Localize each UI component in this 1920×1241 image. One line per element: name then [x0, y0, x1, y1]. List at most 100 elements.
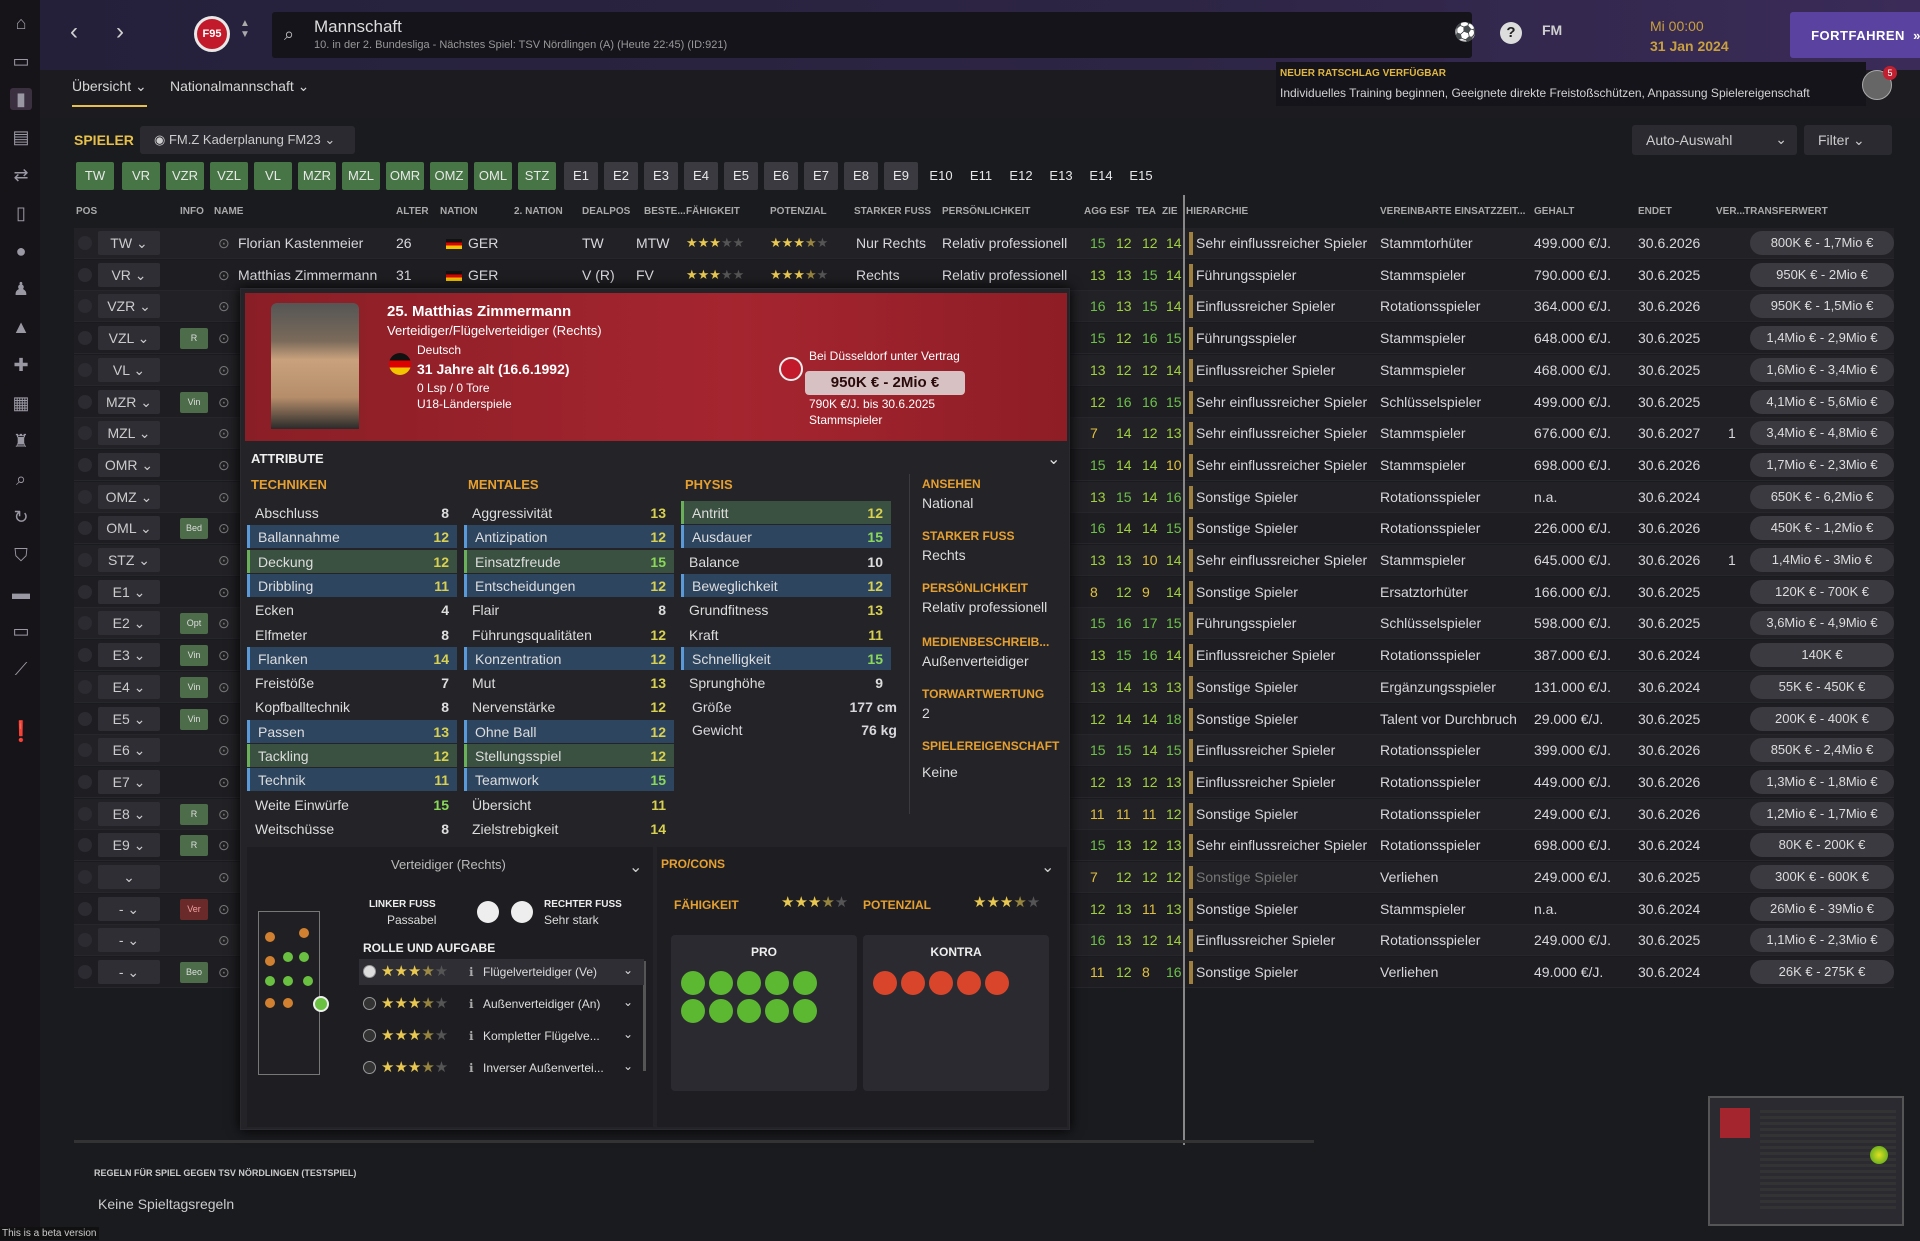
column-header[interactable]: DEALPOS — [582, 206, 631, 217]
row-position-select[interactable]: OMZ ⌄ — [98, 484, 160, 509]
club-switch-icon[interactable]: ▲ ▼ — [240, 18, 250, 40]
attribute-row[interactable]: Schnelligkeit 15 — [681, 646, 891, 670]
column-header[interactable]: VEREINBARTE EINSATZZEIT... — [1380, 206, 1526, 217]
row-position-select[interactable]: E5 ⌄ — [98, 706, 160, 731]
row-select-icon[interactable] — [78, 457, 92, 472]
column-header[interactable]: ZIE — [1162, 206, 1178, 217]
position-tab[interactable]: E4 — [684, 162, 718, 190]
attribute-row[interactable]: Flanken 14 — [247, 646, 457, 670]
continue-button[interactable]: FORTFAHREN » — [1790, 12, 1920, 58]
column-resize-line[interactable] — [1183, 195, 1185, 1145]
contra-flag-icon[interactable] — [929, 971, 953, 995]
column-header[interactable]: 2. NATION — [514, 206, 563, 217]
attribute-row[interactable]: Elfmeter 8 — [247, 623, 457, 646]
row-select-icon[interactable] — [78, 965, 92, 980]
column-header[interactable]: FÄHIGKEIT — [686, 206, 740, 217]
row-position-select[interactable]: VR ⌄ — [98, 262, 160, 287]
position-tab[interactable]: E1 — [564, 162, 598, 190]
transfer-icon[interactable]: ⇄ — [13, 164, 29, 185]
row-select-icon[interactable] — [78, 584, 92, 599]
column-header[interactable]: VER... — [1716, 206, 1745, 217]
player-name-cell[interactable]: Florian Kastenmeier — [238, 235, 364, 251]
contra-scissors-icon[interactable] — [957, 971, 981, 995]
attribute-row[interactable]: Technik 11 — [247, 768, 457, 792]
column-header[interactable]: ENDET — [1638, 206, 1672, 217]
row-select-icon[interactable] — [78, 870, 92, 884]
row-position-select[interactable]: OMR ⌄ — [98, 452, 160, 477]
attribute-row[interactable]: Antizipation 12 — [464, 525, 674, 549]
help-icon[interactable]: ? — [1500, 22, 1522, 44]
role-chevron-icon[interactable]: ⌄ — [623, 995, 634, 1009]
position-tab[interactable]: E12 — [1009, 168, 1033, 183]
radio-icon[interactable] — [363, 1061, 376, 1074]
search-icon[interactable]: ⌕ — [284, 24, 295, 44]
column-header[interactable]: HIERARCHIE — [1186, 206, 1249, 217]
position-tab[interactable]: VL — [254, 162, 292, 190]
table-row[interactable]: TW ⌄ ⊙ Florian Kastenmeier 26 GER TW MTW ★★★★★ ★… — [74, 228, 1894, 259]
dev-icon[interactable]: ⟋ — [14, 658, 28, 679]
ball-icon[interactable]: ● — [15, 240, 27, 261]
row-position-select[interactable]: MZL ⌄ — [98, 421, 160, 446]
pro-book-icon[interactable] — [737, 999, 761, 1023]
alert-icon[interactable]: ❗ — [8, 720, 34, 743]
row-position-select[interactable]: OML ⌄ — [98, 516, 160, 541]
info-icon[interactable]: ℹ — [469, 965, 474, 979]
row-select-icon[interactable] — [78, 711, 92, 726]
position-tab[interactable]: E8 — [844, 162, 878, 190]
position-tab[interactable]: OMR — [386, 162, 424, 190]
attribute-row[interactable]: Mut 13 — [464, 671, 674, 694]
position-tab[interactable]: OMZ — [430, 162, 468, 190]
row-position-select[interactable]: E3 ⌄ — [98, 643, 160, 668]
row-position-select[interactable]: E8 ⌄ — [98, 801, 160, 826]
row-select-icon[interactable] — [78, 806, 92, 821]
column-header[interactable]: TRANSFERWERT — [1744, 206, 1828, 217]
pro-boot-icon[interactable] — [765, 971, 789, 995]
attribute-row[interactable]: Tackling 12 — [247, 744, 457, 767]
column-header[interactable]: POTENZIAL — [770, 206, 827, 217]
column-header[interactable]: BESTE... — [644, 206, 686, 217]
pro-tactic-icon[interactable] — [765, 999, 789, 1023]
pro-ball-icon[interactable] — [681, 999, 705, 1023]
table-row[interactable]: VR ⌄ ⊙ Matthias Zimmermann 31 GER V (R) FV ★★★★… — [74, 259, 1894, 291]
role-chevron-icon[interactable]: ⌄ — [623, 1059, 634, 1073]
role-option[interactable]: ★★★★★ ℹ Außenverteidiger (An) ⌄ — [359, 991, 644, 1017]
position-tab[interactable]: E9 — [884, 162, 918, 190]
calendar-icon[interactable]: ▦ — [12, 392, 30, 413]
pro-head-icon[interactable] — [793, 999, 817, 1023]
home-icon[interactable]: ⌂ — [15, 12, 27, 33]
attribute-row[interactable]: Flair 8 — [464, 598, 674, 621]
role-option[interactable]: ★★★★★ ℹ Inverser Außenvertei... ⌄ — [359, 1055, 644, 1081]
position-tab[interactable]: VZL — [210, 162, 248, 190]
attribute-row[interactable]: Aggressivität 13 — [464, 501, 674, 524]
position-tab[interactable]: STZ — [518, 162, 556, 190]
attribute-row[interactable]: Sprunghöhe 9 — [681, 671, 891, 694]
pro-target-icon[interactable] — [737, 971, 761, 995]
row-select-icon[interactable] — [78, 236, 92, 250]
club-shield-icon[interactable]: ⛉ — [14, 544, 28, 565]
row-position-select[interactable]: E6 ⌄ — [98, 738, 160, 763]
position-tab[interactable]: E5 — [724, 162, 758, 190]
attribute-row[interactable]: Kraft 11 — [681, 623, 891, 646]
table-hscrollbar[interactable] — [74, 1140, 1314, 1143]
column-header[interactable]: POS — [76, 206, 98, 217]
row-select-icon[interactable] — [78, 901, 92, 916]
row-select-icon[interactable] — [78, 299, 92, 314]
column-header[interactable]: AGG — [1084, 206, 1107, 217]
radio-icon[interactable] — [363, 997, 376, 1010]
position-tab[interactable]: E15 — [1129, 168, 1153, 183]
report-icon[interactable]: ▯ — [16, 202, 26, 223]
forward-arrow-icon[interactable]: › — [116, 18, 124, 45]
attribute-row[interactable]: Kopfballtechnik 8 — [247, 695, 457, 718]
row-position-select[interactable]: E1 ⌄ — [98, 579, 160, 604]
money-icon[interactable]: ▭ — [12, 620, 30, 641]
row-position-select[interactable]: E2 ⌄ — [98, 611, 160, 636]
row-select-icon[interactable] — [78, 521, 92, 536]
attribute-row[interactable]: Abschluss 8 — [247, 501, 457, 524]
attribute-row[interactable]: Weite Einwürfe 15 — [247, 793, 457, 816]
attribute-row[interactable]: Stellungsspiel 12 — [464, 744, 674, 767]
advice-panel[interactable]: NEUER RATSCHLAG VERFÜGBAR Individuelles … — [1276, 62, 1866, 106]
back-arrow-icon[interactable]: ‹ — [70, 18, 78, 45]
row-select-icon[interactable] — [78, 933, 92, 948]
roles-scrollbar[interactable] — [643, 961, 646, 1071]
position-tab[interactable]: TW — [76, 162, 114, 190]
